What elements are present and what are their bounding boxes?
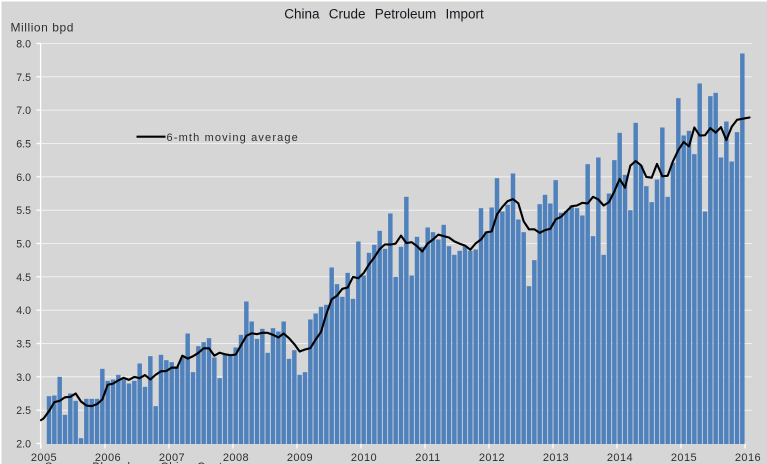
svg-text:Million bpd: Million bpd (11, 20, 74, 34)
svg-text:8.0: 8.0 (16, 39, 31, 51)
svg-text:2011: 2011 (415, 452, 440, 464)
svg-text:2007: 2007 (159, 452, 185, 464)
svg-text:6.0: 6.0 (16, 172, 31, 184)
svg-text:5.0: 5.0 (16, 239, 31, 251)
svg-text:2010: 2010 (351, 452, 377, 464)
svg-text:2015: 2015 (671, 452, 697, 464)
svg-text:3.5: 3.5 (16, 339, 31, 351)
svg-text:6.5: 6.5 (16, 139, 31, 151)
svg-text:2.0: 2.0 (16, 439, 31, 451)
svg-text:Source: Bloomberg, China Custo: Source: Bloomberg, China Customs (45, 461, 246, 464)
svg-text:4.5: 4.5 (16, 272, 31, 284)
svg-text:2014: 2014 (607, 452, 633, 464)
svg-text:7.5: 7.5 (16, 72, 31, 84)
svg-text:3.0: 3.0 (16, 372, 31, 384)
svg-text:2016: 2016 (735, 452, 761, 464)
svg-text:5.5: 5.5 (16, 205, 31, 217)
svg-text:2006: 2006 (95, 452, 121, 464)
svg-text:2013: 2013 (543, 452, 569, 464)
svg-text:2.5: 2.5 (16, 405, 31, 417)
svg-text:2005: 2005 (31, 452, 57, 464)
svg-text:6-mth moving average: 6-mth moving average (167, 132, 299, 144)
svg-text:2009: 2009 (287, 452, 313, 464)
svg-text:4.0: 4.0 (16, 305, 31, 317)
svg-text:7.0: 7.0 (16, 105, 31, 117)
svg-text:China Crude Petroleum Import: China Crude Petroleum Import (284, 6, 484, 21)
svg-text:2012: 2012 (479, 452, 505, 464)
svg-text:2008: 2008 (223, 452, 249, 464)
